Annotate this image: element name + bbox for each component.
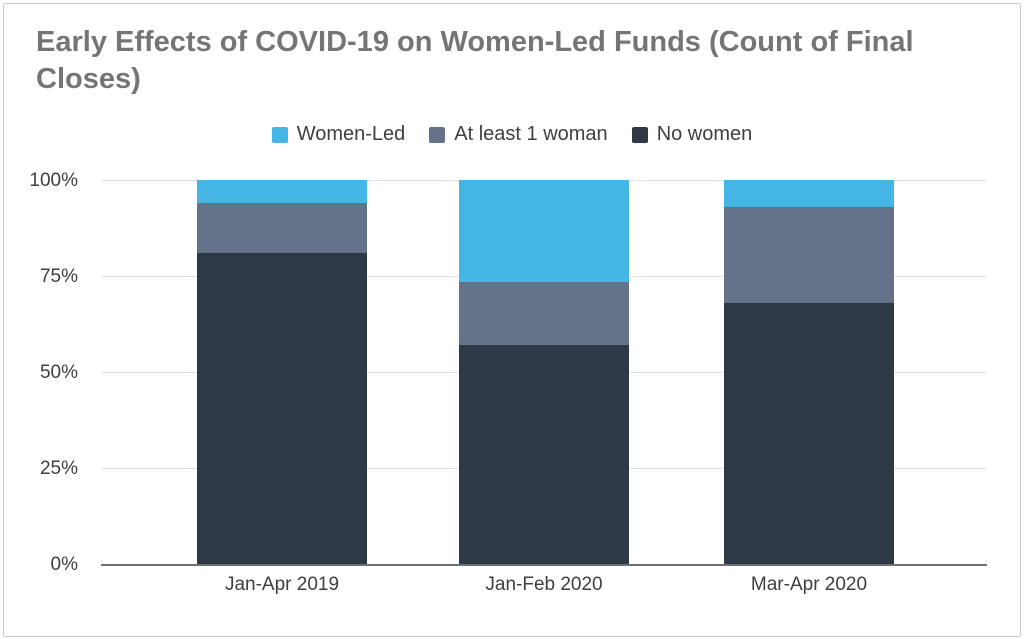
y-tick-label: 0% [50, 554, 78, 575]
legend-label: No women [656, 123, 753, 145]
bar-segment-no-women [724, 302, 894, 564]
bar-jan-feb-2020 [459, 180, 629, 564]
legend-item: No women [631, 123, 753, 146]
bar-mar-apr-2020 [724, 180, 894, 564]
y-tick-label: 75% [39, 266, 78, 287]
legend-swatch-icon [429, 126, 446, 143]
bar-segment-at-least-1-woman [197, 203, 367, 253]
bar-segment-at-least-1-woman [724, 206, 894, 303]
legend-label: Women-Led [296, 123, 406, 145]
x-axis-label: Jan-Apr 2019 [224, 574, 340, 595]
legend-item: Women-Led [271, 123, 406, 146]
bar-jan-apr-2019 [197, 180, 367, 564]
y-tick-label: 100% [29, 170, 78, 191]
bar-segment-women-led [197, 180, 367, 204]
bar-segment-at-least-1-woman [459, 281, 629, 346]
plot-area [101, 180, 987, 566]
legend: Women-Led At least 1 woman No women [4, 123, 1020, 146]
bar-segment-no-women [459, 345, 629, 564]
bar-segment-women-led [459, 180, 629, 282]
legend-label: At least 1 woman [454, 123, 608, 145]
legend-item: At least 1 woman [429, 123, 608, 146]
chart-title: Early Effects of COVID-19 on Women-Led F… [36, 26, 914, 95]
bar-segment-no-women [197, 252, 367, 564]
legend-swatch-icon [631, 126, 648, 143]
chart-card: Early Effects of COVID-19 on Women-Led F… [3, 3, 1021, 637]
y-tick-label: 50% [39, 362, 78, 383]
x-axis-label: Mar-Apr 2020 [750, 574, 868, 595]
y-tick-label: 25% [39, 458, 78, 479]
legend-swatch-icon [271, 126, 288, 143]
bar-segment-women-led [724, 180, 894, 207]
x-axis-label: Jan-Feb 2020 [485, 574, 603, 595]
